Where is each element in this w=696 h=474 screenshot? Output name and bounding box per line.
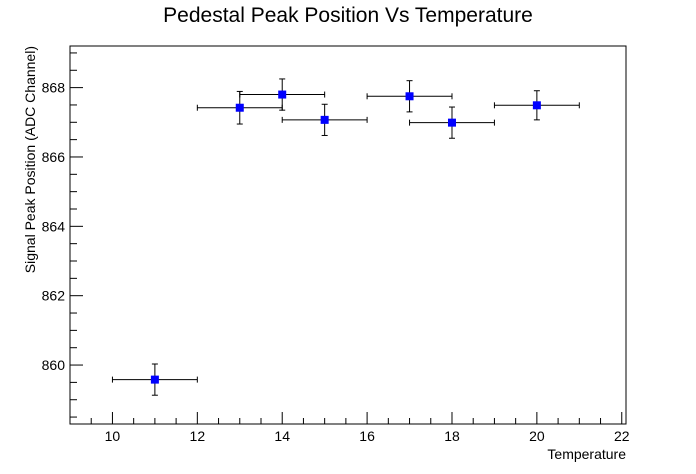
y-axis: 860 862 864 866 868	[42, 52, 83, 418]
x-tick-label: 22	[614, 428, 630, 444]
point-marker	[278, 90, 287, 99]
data-point	[111, 363, 198, 396]
chart-title: Pedestal Peak Position Vs Temperature	[163, 4, 533, 27]
point-marker	[405, 92, 414, 101]
x-tick-label: 16	[359, 428, 375, 444]
data-point	[493, 90, 580, 121]
data-points	[111, 78, 580, 396]
point-marker	[320, 115, 329, 124]
y-tick-label: 866	[42, 149, 66, 165]
x-tick-label: 14	[274, 428, 290, 444]
y-tick-label: 864	[42, 218, 66, 234]
data-point	[409, 106, 495, 139]
x-tick-label: 20	[529, 428, 545, 444]
point-marker	[447, 118, 456, 127]
data-point	[281, 103, 368, 136]
data-point	[366, 80, 453, 113]
x-axis-label: Temperature	[547, 446, 626, 462]
y-tick-label: 868	[42, 80, 66, 96]
point-marker	[150, 375, 159, 384]
y-tick-label: 860	[42, 357, 66, 373]
x-tick-label: 12	[190, 428, 206, 444]
point-marker	[532, 101, 541, 110]
x-tick-label: 18	[444, 428, 460, 444]
point-marker	[235, 103, 244, 112]
y-tick-label: 862	[42, 288, 66, 304]
y-axis-label: Signal Peak Position (ADC Channel)	[22, 46, 38, 273]
plot-frame	[69, 45, 627, 425]
x-tick-label: 10	[105, 428, 121, 444]
x-axis: 10 12 14 16 18 20 22	[69, 412, 630, 444]
data-point	[239, 78, 326, 111]
